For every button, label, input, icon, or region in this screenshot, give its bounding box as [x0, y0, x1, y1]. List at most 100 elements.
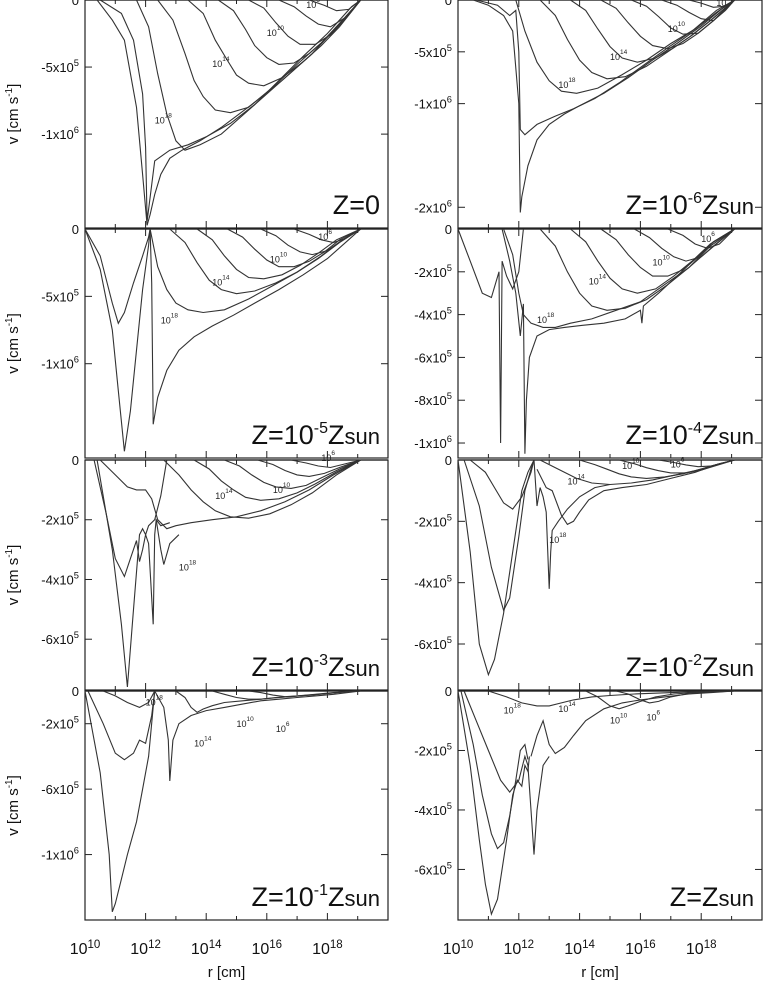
- metallicity-label: Z=10-1Zsun: [251, 882, 380, 912]
- x-tick-label: 1016: [625, 939, 656, 958]
- velocity-curve: [476, 0, 735, 136]
- y-axis-title: v [cm s-1]: [4, 84, 22, 145]
- curve-label: 1014: [194, 736, 212, 749]
- velocity-curve: [469, 459, 535, 510]
- y-tick-label: -8x105: [414, 391, 452, 408]
- velocity-curve: [227, 228, 361, 268]
- curve-label: 106: [716, 0, 730, 8]
- velocity-curve: [488, 690, 735, 707]
- velocity-curve: [503, 228, 735, 328]
- velocity-curve: [661, 0, 736, 22]
- velocity-curve: [473, 0, 735, 213]
- velocity-curve: [615, 690, 735, 704]
- velocity-curve: [99, 459, 361, 530]
- velocity-curve: [169, 228, 361, 295]
- y-tick-label: -5x105: [41, 58, 79, 75]
- velocity-curve: [515, 0, 735, 94]
- y-tick-label: -6x105: [414, 348, 452, 365]
- velocity-curve: [293, 228, 361, 244]
- velocity-curve: [224, 459, 361, 489]
- curve-label: 1010: [273, 482, 291, 495]
- curve-label: 1018: [146, 695, 164, 708]
- velocity-curve: [84, 228, 151, 452]
- velocity-curve: [257, 459, 361, 477]
- metallicity-label: Z=10-2Zsun: [625, 652, 754, 682]
- metallicity-label: Z=Zsun: [670, 882, 754, 912]
- velocity-curve: [260, 228, 361, 256]
- velocity-curve: [585, 690, 735, 710]
- velocity-curve: [539, 228, 735, 311]
- y-tick-label: -6x105: [41, 780, 79, 797]
- velocity-curve: [154, 690, 361, 782]
- y-tick-label: 0: [445, 222, 452, 237]
- velocity-curve: [290, 459, 361, 469]
- x-tick-label: 1018: [312, 939, 343, 958]
- y-tick-label: -5x105: [414, 43, 452, 60]
- velocity-curve: [570, 228, 735, 294]
- metallicity-label: Z=10-4Zsun: [625, 420, 754, 450]
- curve-label: 1010: [270, 252, 288, 265]
- velocity-curve: [667, 228, 735, 249]
- curve-label: 1014: [610, 49, 628, 62]
- velocity-curve: [149, 228, 362, 425]
- y-tick-label: -4x105: [41, 570, 79, 587]
- curve-label: 1018: [504, 702, 522, 715]
- velocity-curve: [96, 459, 168, 688]
- velocity-curve: [84, 228, 151, 325]
- curve-label: 1010: [610, 713, 628, 726]
- y-tick-label: -2x106: [414, 198, 452, 215]
- velocity-curve: [217, 0, 362, 65]
- velocity-curve: [87, 690, 156, 761]
- y-tick-label: -2x105: [41, 511, 79, 528]
- panel-8: 0 -2x105 -4x105 -6x105 106 1010 1014 1018 Z=Zsun…: [414, 684, 763, 981]
- curve-label: 1014: [212, 275, 230, 288]
- y-tick-label: -1x106: [414, 95, 452, 112]
- curve-label: 1014: [215, 488, 233, 501]
- y-tick-label: 0: [72, 0, 79, 8]
- velocity-curve: [688, 0, 735, 8]
- y-tick-label: -1x106: [41, 125, 79, 142]
- panel-2: 0 -5x105 -1x106 -2x106 106 1010 1014 1018 Z=10-6…: [414, 0, 763, 229]
- velocity-curve: [102, 690, 156, 709]
- y-tick-label: 0: [72, 453, 79, 468]
- x-tick-label: 1014: [564, 939, 595, 958]
- curve-label: 1010: [653, 254, 671, 267]
- metallicity-label: Z=0: [333, 190, 380, 220]
- y-tick-label: -2x105: [414, 741, 452, 758]
- curve-label: 106: [646, 710, 660, 723]
- curve-label: 1018: [549, 532, 567, 545]
- velocity-curve: [536, 459, 735, 526]
- velocity-curve: [84, 690, 156, 912]
- velocity-curve: [600, 228, 735, 277]
- velocity-curve: [187, 0, 362, 87]
- velocity-curve: [135, 0, 362, 151]
- velocity-curve: [278, 0, 362, 28]
- velocity-curve: [457, 459, 535, 677]
- panel-7: 0 -2x105 -6x105 -1x106 106 1010 1014 1018 Z=10-1…: [4, 684, 389, 981]
- velocity-curve: [631, 0, 735, 35]
- curve-label: 1014: [212, 56, 230, 69]
- panel-6: 0 -2x105 -4x105 -6x105 106 1010 1014 1018 Z=10-2…: [414, 453, 763, 691]
- velocity-curve: [463, 690, 550, 855]
- curve-label: 106: [306, 0, 320, 10]
- x-tick-label: 1010: [70, 939, 101, 958]
- velocity-curve: [457, 690, 530, 916]
- y-tick-label: -5x105: [41, 287, 79, 304]
- y-tick-label: -6x105: [41, 630, 79, 647]
- x-tick-label: 1018: [686, 939, 717, 958]
- curve-label: 1014: [567, 474, 585, 487]
- curve-label: 106: [318, 229, 332, 242]
- y-axis-title: v [cm s-1]: [4, 775, 22, 836]
- x-tick-label: 1012: [503, 939, 534, 958]
- y-axis-title: v [cm s-1]: [4, 313, 22, 374]
- metallicity-label: Z=10-5Zsun: [251, 420, 380, 450]
- curve-label: 1014: [589, 274, 607, 287]
- y-tick-label: -6x105: [414, 860, 452, 877]
- panel-5: 0 -2x105 -4x105 -6x105 106 1010 1014 1018 Z=10-3…: [4, 450, 389, 691]
- velocity-curve: [579, 459, 735, 479]
- curve-label: 1010: [237, 716, 255, 729]
- velocity-curve: [155, 519, 180, 565]
- x-tick-label: 1012: [130, 939, 161, 958]
- metallicity-label: Z=10-3Zsun: [251, 652, 380, 682]
